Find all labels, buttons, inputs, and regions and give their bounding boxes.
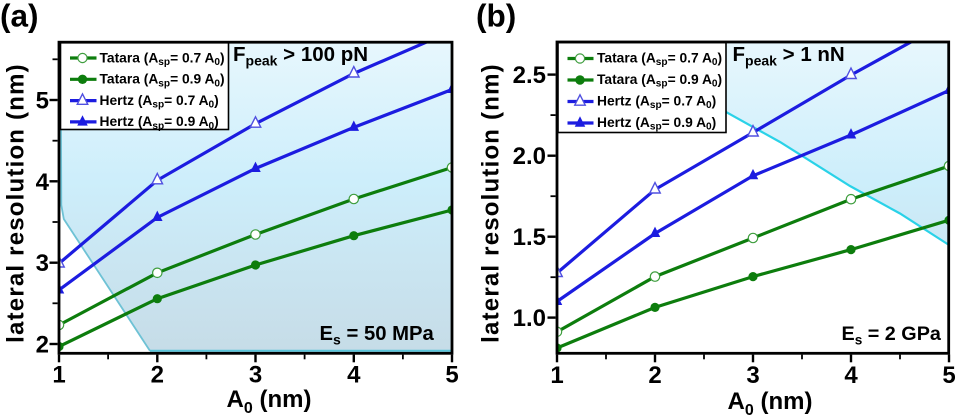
svg-text:lateral resolution (nm): lateral resolution (nm) <box>478 63 505 343</box>
svg-text:5: 5 <box>36 88 49 115</box>
svg-text:4: 4 <box>347 361 361 388</box>
svg-text:4: 4 <box>36 169 50 196</box>
svg-text:Es = 50 MPa: Es = 50 MPa <box>320 323 435 348</box>
svg-text:lateral resolution (nm): lateral resolution (nm) <box>3 63 30 343</box>
svg-text:A0 (nm): A0 (nm) <box>728 388 813 417</box>
svg-text:3: 3 <box>36 250 49 277</box>
svg-text:Tatara (Asp= 0.7 A0): Tatara (Asp= 0.7 A0) <box>100 50 225 68</box>
svg-text:Hertz (Asp= 0.7 A0): Hertz (Asp= 0.7 A0) <box>100 93 219 111</box>
svg-text:1: 1 <box>550 362 563 389</box>
svg-text:3: 3 <box>746 362 759 389</box>
svg-text:2: 2 <box>151 361 164 388</box>
svg-text:A0 (nm): A0 (nm) <box>227 386 312 417</box>
svg-text:4: 4 <box>844 362 858 389</box>
svg-text:Fpeak > 1 nN: Fpeak > 1 nN <box>733 43 845 69</box>
svg-text:2.5: 2.5 <box>513 62 546 89</box>
svg-text:Tatara (Asp= 0.9 A0): Tatara (Asp= 0.9 A0) <box>100 72 225 90</box>
svg-text:Hertz (Asp= 0.9 A0): Hertz (Asp= 0.9 A0) <box>597 115 716 133</box>
svg-text:Tatara (Asp= 0.7 A0): Tatara (Asp= 0.7 A0) <box>597 50 722 68</box>
svg-text:1.0: 1.0 <box>513 305 546 332</box>
svg-text:Es = 2 GPa: Es = 2 GPa <box>842 323 942 347</box>
svg-text:1.5: 1.5 <box>513 224 546 251</box>
svg-text:5: 5 <box>445 361 458 388</box>
svg-text:Tatara (Asp= 0.9 A0): Tatara (Asp= 0.9 A0) <box>597 72 722 90</box>
svg-text:2: 2 <box>36 332 49 359</box>
svg-text:(b): (b) <box>476 0 516 33</box>
svg-text:5: 5 <box>942 362 955 389</box>
svg-text:1: 1 <box>52 361 65 388</box>
svg-text:2.0: 2.0 <box>513 143 546 170</box>
svg-text:3: 3 <box>249 361 262 388</box>
svg-text:(a): (a) <box>0 0 39 33</box>
svg-text:Hertz (Asp= 0.9 A0): Hertz (Asp= 0.9 A0) <box>100 114 219 132</box>
svg-text:Fpeak > 100 pN: Fpeak > 100 pN <box>233 43 368 69</box>
svg-text:2: 2 <box>648 362 661 389</box>
svg-text:Hertz (Asp= 0.7 A0): Hertz (Asp= 0.7 A0) <box>597 93 716 111</box>
